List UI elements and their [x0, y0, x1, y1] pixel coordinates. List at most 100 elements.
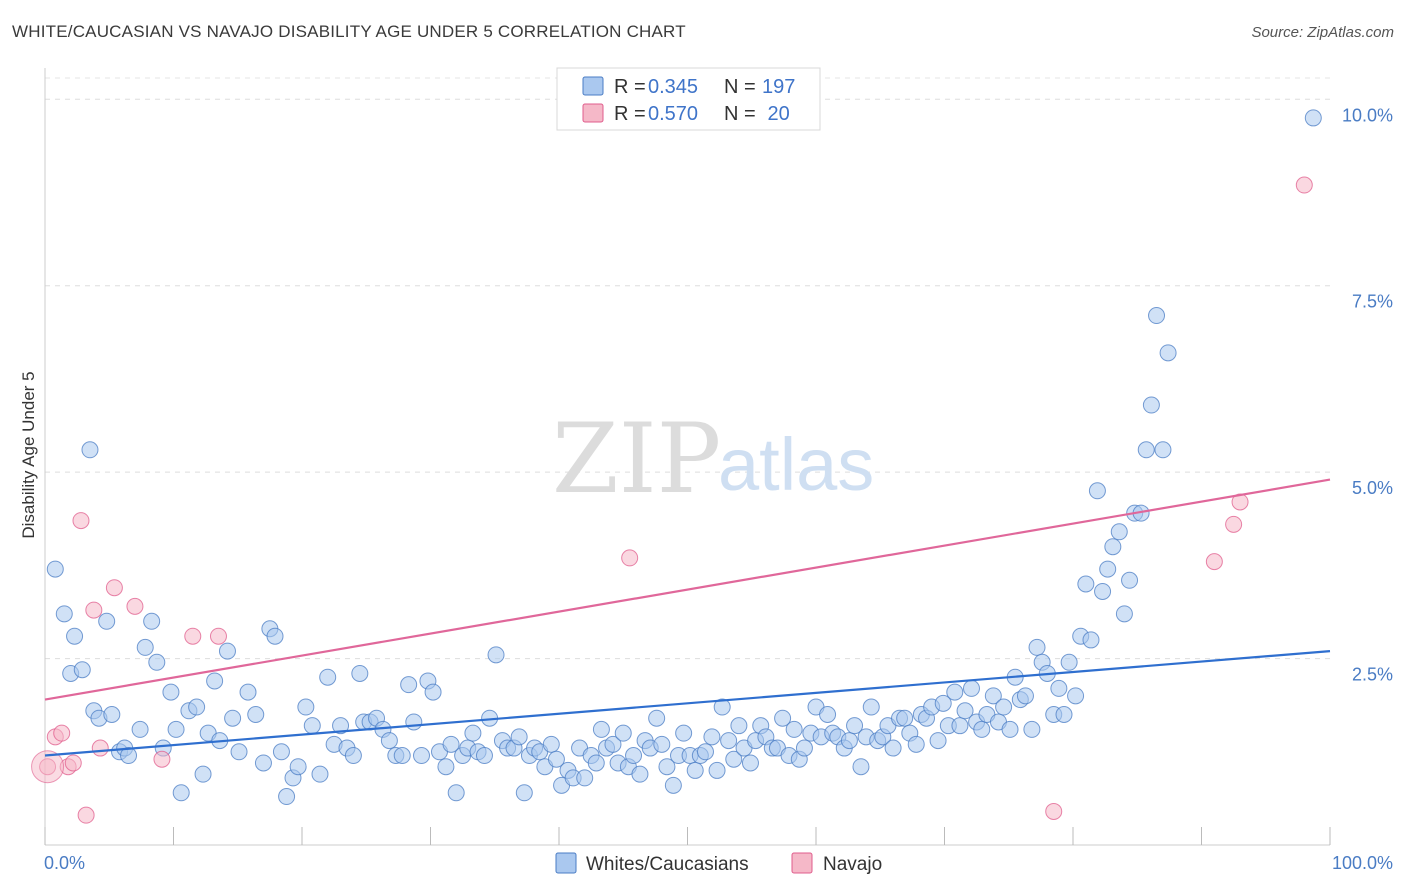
whites-point-57 — [413, 747, 431, 765]
bottom-legend-swatch-navajo — [791, 852, 813, 874]
y-tick-label-3: 10.0% — [1342, 105, 1393, 125]
whites-point-158 — [973, 720, 991, 738]
whites-point-68 — [475, 747, 493, 765]
legend-whites-r-label: R = — [614, 76, 646, 98]
whites-point-38 — [289, 758, 307, 776]
series-navajo-points — [31, 176, 1313, 824]
whites-point-138 — [862, 698, 880, 716]
grid-lines — [45, 77, 1330, 660]
whites-point-124 — [785, 720, 803, 738]
whites-point-183 — [1110, 523, 1128, 541]
whites-point-100 — [653, 735, 671, 753]
bottom-legend-swatch-whites — [555, 852, 577, 874]
whites-point-160 — [984, 687, 1002, 705]
whites-point-32 — [254, 754, 272, 772]
watermark-atlas: atlas — [718, 423, 874, 506]
whites-point-3 — [66, 627, 84, 645]
whites-point-181 — [1099, 560, 1117, 578]
whites-point-62 — [442, 735, 460, 753]
whites-point-96 — [631, 765, 649, 783]
whites-point-44 — [332, 717, 350, 735]
whites-point-89 — [592, 720, 610, 738]
legend-navajo-r-label: R = — [614, 103, 646, 125]
trend-lines — [44, 478, 1331, 757]
whites-point-101 — [658, 758, 676, 776]
whites-point-163 — [1001, 720, 1019, 738]
whites-point-151 — [934, 694, 952, 712]
whites-point-12 — [120, 747, 138, 765]
navajo-point-12 — [184, 627, 202, 645]
whites-point-111 — [713, 698, 731, 716]
whites-point-189 — [1142, 396, 1160, 414]
navajo-point-13 — [209, 627, 227, 645]
legend-navajo-r-value: 0.570 — [648, 103, 698, 125]
whites-point-91 — [604, 735, 622, 753]
whites-point-153 — [946, 683, 964, 701]
whites-point-122 — [774, 709, 792, 727]
whites-point-110 — [708, 761, 726, 779]
navajo-point-9 — [105, 579, 123, 597]
whites-point-179 — [1088, 482, 1106, 500]
navajo-point-2 — [53, 724, 71, 742]
navajo-point-8 — [91, 739, 109, 757]
source-label: Source: ZipAtlas.com — [1251, 24, 1394, 41]
whites-point-56 — [405, 713, 423, 731]
whites-point-70 — [487, 646, 505, 664]
legend-navajo-n-label: N = — [724, 103, 756, 125]
whites-point-74 — [510, 728, 528, 746]
whites-point-75 — [515, 784, 533, 802]
navajo-trend-line — [44, 478, 1331, 701]
whites-point-192 — [1159, 344, 1177, 362]
whites-point-191 — [1154, 441, 1172, 459]
watermark-zip: ZIP — [552, 403, 721, 515]
whites-point-188 — [1137, 441, 1155, 459]
whites-point-16 — [148, 653, 166, 671]
y-tick-label-2: 7.5% — [1352, 292, 1393, 312]
navajo-point-4 — [64, 754, 82, 772]
y-axis-title: Disability Age Under 5 — [19, 371, 38, 538]
legend-navajo-n-value: 20 — [762, 103, 790, 125]
whites-point-108 — [696, 743, 714, 761]
whites-point-47 — [351, 664, 369, 682]
whites-point-36 — [278, 788, 296, 806]
whites-point-59 — [424, 683, 442, 701]
whites-point-184 — [1115, 605, 1133, 623]
whites-point-1 — [55, 605, 73, 623]
whites-point-40 — [303, 717, 321, 735]
whites-point-18 — [162, 683, 180, 701]
whites-point-29 — [230, 743, 248, 761]
whites-point-14 — [136, 638, 154, 656]
whites-point-173 — [1055, 706, 1073, 723]
whites-point-52 — [380, 732, 398, 750]
whites-point-112 — [720, 732, 738, 750]
bottom-legend-whites: Whites/Caucasians — [586, 854, 749, 875]
whites-point-190 — [1148, 307, 1166, 325]
whites-point-27 — [218, 642, 236, 660]
navajo-point-19 — [1295, 176, 1313, 194]
navajo-point-large — [31, 750, 65, 784]
whites-point-178 — [1082, 631, 1100, 649]
whites-point-104 — [675, 724, 693, 742]
whites-point-144 — [896, 709, 914, 727]
legend-whites-n-value: 197 — [762, 76, 795, 98]
whites-point-167 — [1023, 720, 1041, 738]
whites-point-25 — [206, 672, 224, 690]
bottom-legend-navajo: Navajo — [823, 854, 882, 875]
whites-point-150 — [929, 732, 947, 750]
whites-point-39 — [297, 698, 315, 716]
whites-point-55 — [400, 676, 418, 694]
whites-point-63 — [447, 784, 465, 802]
whites-point-13 — [131, 720, 149, 738]
whites-point-172 — [1050, 679, 1068, 697]
whites-point-106 — [686, 761, 704, 779]
whites-point-134 — [840, 732, 858, 750]
axes — [44, 68, 1331, 846]
navajo-point-6 — [77, 806, 95, 824]
whites-point-162 — [995, 698, 1013, 716]
whites-point-155 — [956, 702, 974, 720]
x-tick-label-0: 0.0% — [44, 853, 85, 873]
whites-point-80 — [542, 735, 560, 753]
navajo-point-5 — [72, 512, 90, 530]
whites-trend-line — [44, 650, 1331, 757]
legend-bottom: Whites/Caucasians Navajo — [555, 852, 882, 875]
